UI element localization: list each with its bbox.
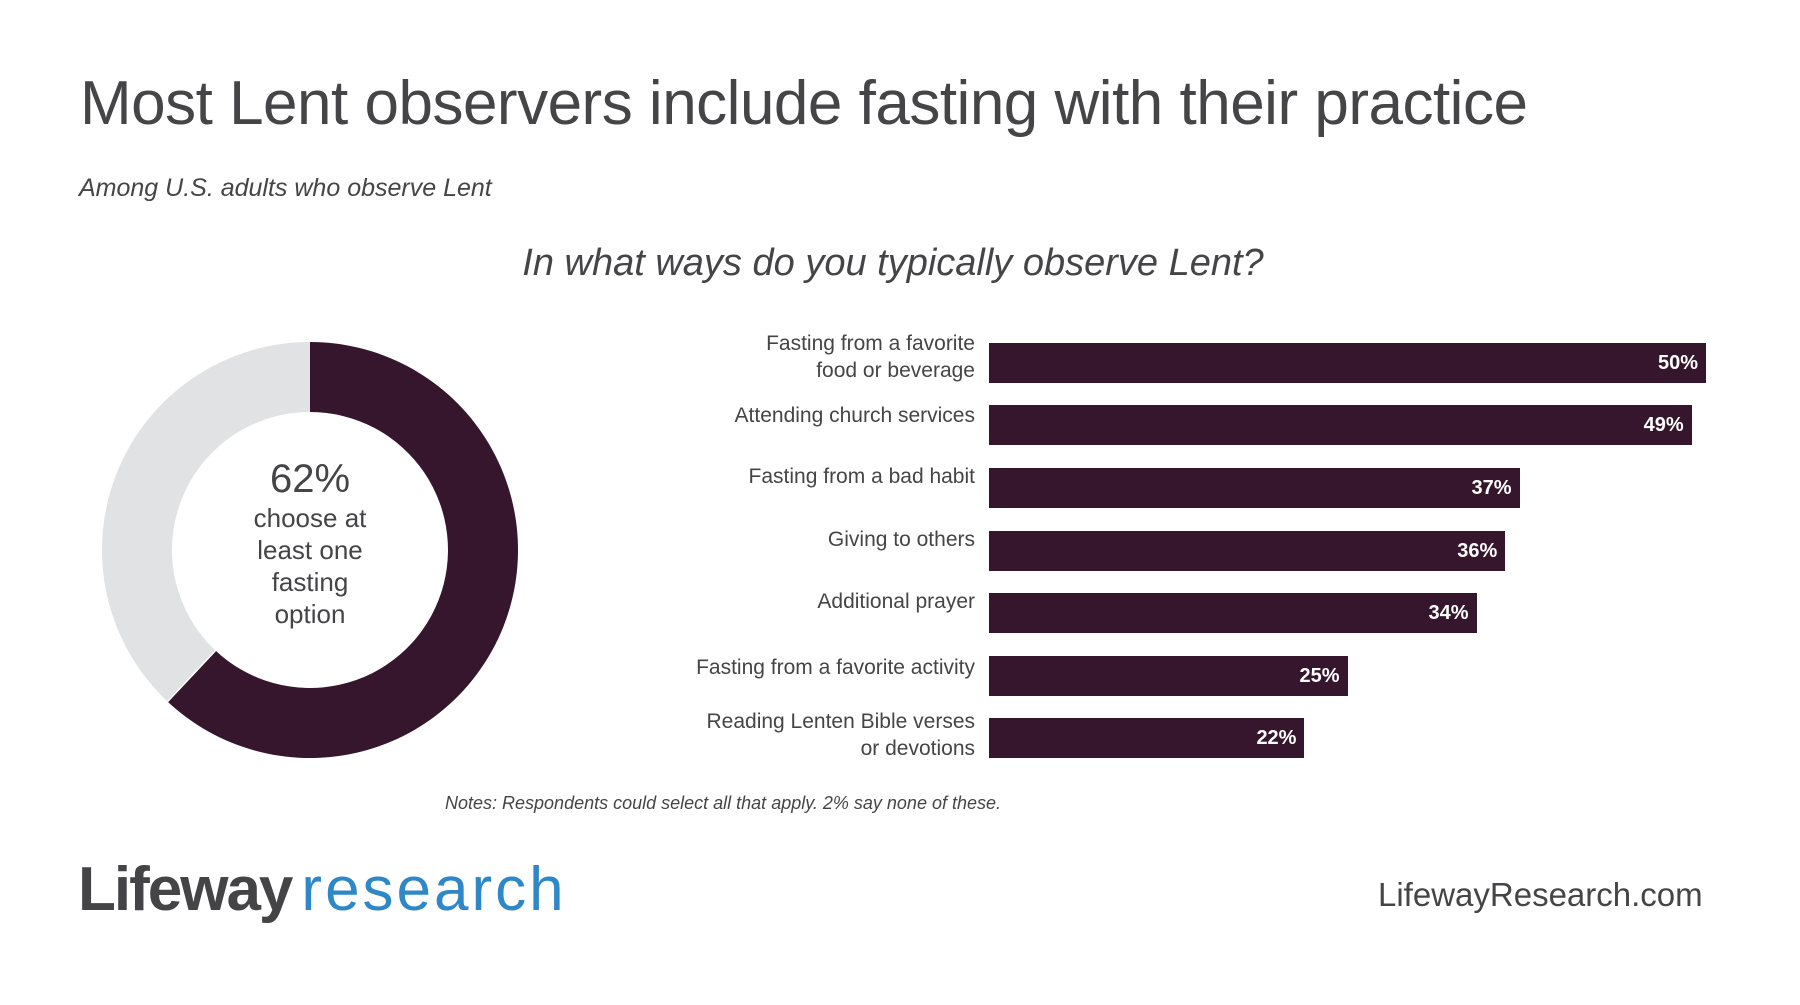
question-text: In what ways do you typically observe Le…	[522, 242, 1264, 284]
bar-label-line: or devotions	[860, 737, 975, 760]
bar-label-line: food or beverage	[816, 359, 975, 382]
logo-primary-text: Lifeway	[78, 855, 293, 924]
lifeway-research-logo: Lifeway research	[78, 858, 567, 922]
bar-label: Attending church services	[495, 402, 975, 429]
bar-value: 50%	[1657, 352, 1698, 374]
bar-label-line: Giving to others	[827, 528, 975, 551]
bar-label: Reading Lenten Bible verses or devotions	[495, 708, 975, 762]
donut-filled-segment	[167, 342, 518, 758]
bar-value: 34%	[1428, 602, 1469, 624]
bar-value: 22%	[1256, 727, 1297, 749]
donut-separator	[167, 650, 217, 703]
donut-value: 62%	[269, 457, 351, 501]
bar-row: Fasting from a favorite food or beverage…	[0, 332, 1800, 383]
bar-value: 36%	[1457, 540, 1498, 562]
bar-label-line: Attending church services	[734, 404, 975, 427]
bar-label-line: Reading Lenten Bible verses	[706, 710, 975, 733]
chart-notes: Notes: Respondents could select all that…	[445, 793, 1002, 813]
bar-row: Attending church services 49%	[0, 402, 1800, 445]
bar: 34%	[989, 593, 1477, 633]
subtitle: Among U.S. adults who observe Lent	[79, 174, 492, 202]
bar-row: Fasting from a bad habit 37%	[0, 465, 1800, 508]
logo-secondary-text: research	[301, 855, 567, 924]
donut-chart	[102, 342, 518, 758]
bar-value: 25%	[1299, 665, 1340, 687]
bar-label: Fasting from a favorite food or beverage	[495, 330, 975, 384]
page-title: Most Lent observers include fasting with…	[80, 69, 1528, 138]
bar-row: Reading Lenten Bible verses or devotions…	[0, 710, 1800, 760]
bar-label-line: Fasting from a bad habit	[748, 465, 975, 488]
bar-row: Additional prayer 34%	[0, 590, 1800, 633]
chart-question: In what ways do you typically observe Le…	[0, 242, 1800, 285]
bar-label-line: Fasting from a favorite	[766, 332, 975, 355]
bar: 36%	[989, 531, 1506, 571]
bar: 22%	[989, 718, 1305, 758]
bar: 37%	[989, 468, 1520, 508]
donut-caption-line: least one	[257, 535, 363, 565]
website-url: LifewayResearch.com	[1378, 876, 1703, 913]
bar-row: Giving to others 36%	[0, 528, 1800, 571]
bar-label-line: Additional prayer	[817, 590, 975, 613]
bar-label-line: Fasting from a favorite activity	[696, 656, 975, 679]
bar-row: Fasting from a favorite activity 25%	[0, 656, 1800, 696]
donut-caption-line: option	[274, 599, 346, 629]
bar-label: Fasting from a bad habit	[495, 463, 975, 490]
bar: 49%	[989, 405, 1692, 445]
bar-label: Giving to others	[495, 526, 975, 553]
donut-caption-line: fasting	[271, 567, 349, 597]
bar-value: 37%	[1471, 477, 1512, 499]
bar: 25%	[989, 656, 1348, 696]
donut-center-label: 62% choose at least one fasting option	[210, 456, 410, 630]
bar-label: Additional prayer	[495, 588, 975, 615]
bar: 50%	[989, 343, 1706, 383]
bar-value: 49%	[1643, 414, 1684, 436]
bar-label: Fasting from a favorite activity	[495, 654, 975, 681]
donut-caption-line: choose at	[253, 503, 367, 533]
